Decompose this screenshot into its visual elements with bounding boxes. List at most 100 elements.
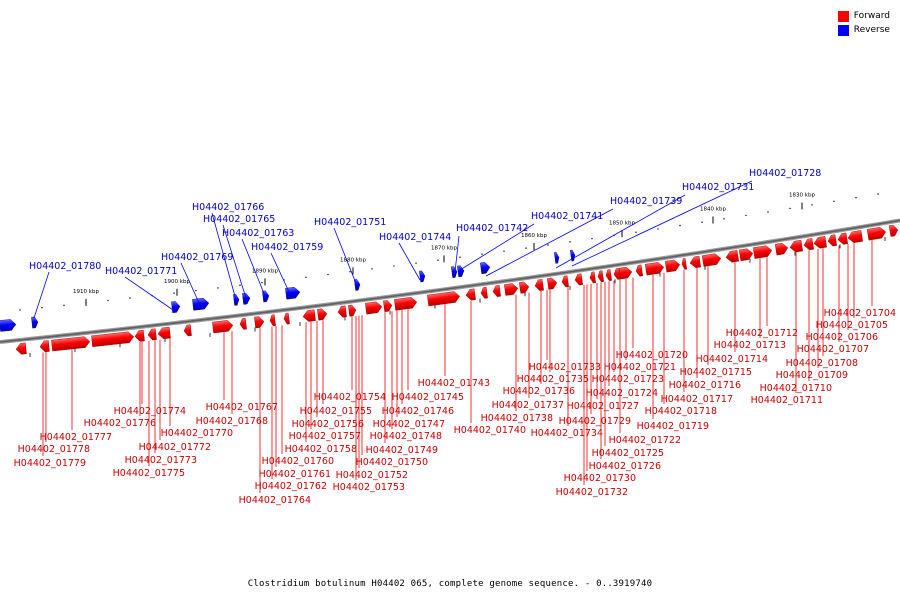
gene-label: H04402_01720 [616, 350, 688, 361]
forward-gene [337, 305, 347, 318]
gene-label: H04402_01778 [18, 444, 90, 455]
gene-label: H04402_01770 [161, 428, 233, 439]
gene-label: H04402_01741 [531, 211, 603, 222]
gene-label: H04402_01768 [196, 416, 268, 427]
reverse-gene [0, 319, 17, 332]
minor-tick [547, 244, 549, 246]
gene-label: H04402_01755 [300, 406, 372, 417]
reverse-leader [241, 238, 266, 297]
forward-gene [504, 283, 519, 296]
forward-gene [348, 304, 357, 317]
minor-tick [393, 265, 395, 267]
forward-gene [813, 236, 827, 249]
gene-label: H04402_01721 [604, 362, 676, 373]
gene-label: H04402_01733 [529, 362, 601, 373]
gene-label: H04402_01735 [517, 374, 589, 385]
reverse-leader [333, 227, 358, 287]
forward-gene [383, 300, 393, 313]
forward-gene [605, 269, 612, 281]
gene-label: H04402_01711 [751, 395, 823, 406]
gene-label: H04402_01726 [589, 461, 661, 472]
gene-label: H04402_01763 [222, 228, 294, 239]
forward-gene [589, 271, 596, 284]
gene-label: H04402_01718 [645, 406, 717, 417]
forward-gene [701, 253, 722, 267]
gene-label: H04402_01748 [370, 431, 442, 442]
gene-label: H04402_01751 [314, 217, 386, 228]
minor-tick [437, 259, 439, 261]
gene-label: H04402_01775 [113, 468, 185, 479]
forward-gene [317, 308, 328, 321]
minor-tick [217, 287, 219, 289]
gene-label: H04402_01719 [637, 421, 709, 432]
gene-label: H04402_01744 [379, 232, 451, 243]
gene-label: H04402_01715 [680, 367, 752, 378]
reverse-leader [555, 194, 686, 269]
minor-tick [305, 276, 307, 278]
forward-gene [561, 275, 569, 288]
reverse-leader [180, 262, 201, 306]
gene-label: H04402_01709 [776, 370, 848, 381]
forward-gene [774, 242, 789, 256]
minor-tick [591, 237, 593, 240]
legend-forward: Forward [837, 9, 890, 23]
gene-label: H04402_01762 [255, 481, 327, 492]
forward-gene [15, 342, 27, 355]
forward-swatch [837, 10, 849, 22]
label-layer: H04402_01780 H04402_01771 H04402_01769 H044… [14, 168, 896, 506]
minor-tick [767, 211, 769, 213]
minor-tick [327, 273, 329, 276]
gene-label: H04402_01749 [366, 445, 438, 456]
reverse-gene [233, 294, 240, 306]
minor-tick [173, 292, 175, 294]
tick-label: 1870 kbp [431, 245, 457, 251]
gene-label: H04402_01745 [392, 392, 464, 403]
gene-label: H04402_01728 [749, 168, 821, 179]
forward-gene [618, 266, 633, 280]
minor-tick [635, 231, 637, 233]
gene-label: H04402_01734 [531, 428, 603, 439]
gene-label: H04402_01758 [285, 444, 357, 455]
forward-gene [239, 317, 247, 330]
gene-label: H04402_01752 [336, 470, 408, 481]
tick-label: 1830 kbp [789, 193, 815, 199]
reverse-gene [480, 262, 491, 275]
forward-gene [752, 245, 773, 259]
forward-gene [480, 286, 488, 299]
minor-tick [789, 207, 791, 210]
gene-label: H04402_01706 [806, 332, 878, 343]
gene-label: H04402_01742 [456, 223, 528, 234]
gene-label: H04402_01761 [259, 469, 331, 480]
tick-label: 1860 kbp [521, 233, 547, 239]
gene-label: H04402_01717 [661, 394, 733, 405]
reverse-leader [459, 223, 535, 271]
gene-label: H04402_01730 [564, 473, 636, 484]
minor-tick [679, 224, 681, 227]
gene-label: H04402_01760 [262, 456, 334, 467]
gene-label: H04402_01765 [203, 214, 275, 225]
forward-gene [866, 227, 887, 241]
gene-label: H04402_01714 [696, 354, 768, 365]
forward-gene [519, 281, 530, 294]
minor-tick [415, 262, 417, 264]
gene-label: H04402_01764 [239, 495, 311, 506]
minor-tick [569, 241, 571, 243]
forward-gene [492, 285, 501, 297]
forward-label: Forward [853, 11, 890, 21]
gene-label: H04402_01732 [556, 487, 628, 498]
forward-gene [51, 336, 91, 352]
gene-label: H04402_01747 [373, 419, 445, 430]
reverse-leader [211, 212, 237, 301]
minor-tick [261, 281, 263, 284]
gene-label: H04402_01708 [786, 358, 858, 369]
forward-gene [39, 340, 50, 353]
forward-gene [789, 239, 803, 253]
minor-tick [459, 256, 461, 258]
gene-label: H04402_01736 [503, 386, 575, 397]
tick-layer: 1910 kbp 1900 kbp 1890 kbp 1880 kbp 1870 kbp… [19, 193, 886, 357]
gene-label: H04402_01777 [40, 432, 112, 443]
gene-label: H04402_01737 [492, 400, 564, 411]
tick-label: 1900 kbp [164, 279, 190, 285]
forward-gene [644, 262, 665, 276]
map-caption: Clostridium botulinum H04402 065, comple… [247, 579, 653, 589]
